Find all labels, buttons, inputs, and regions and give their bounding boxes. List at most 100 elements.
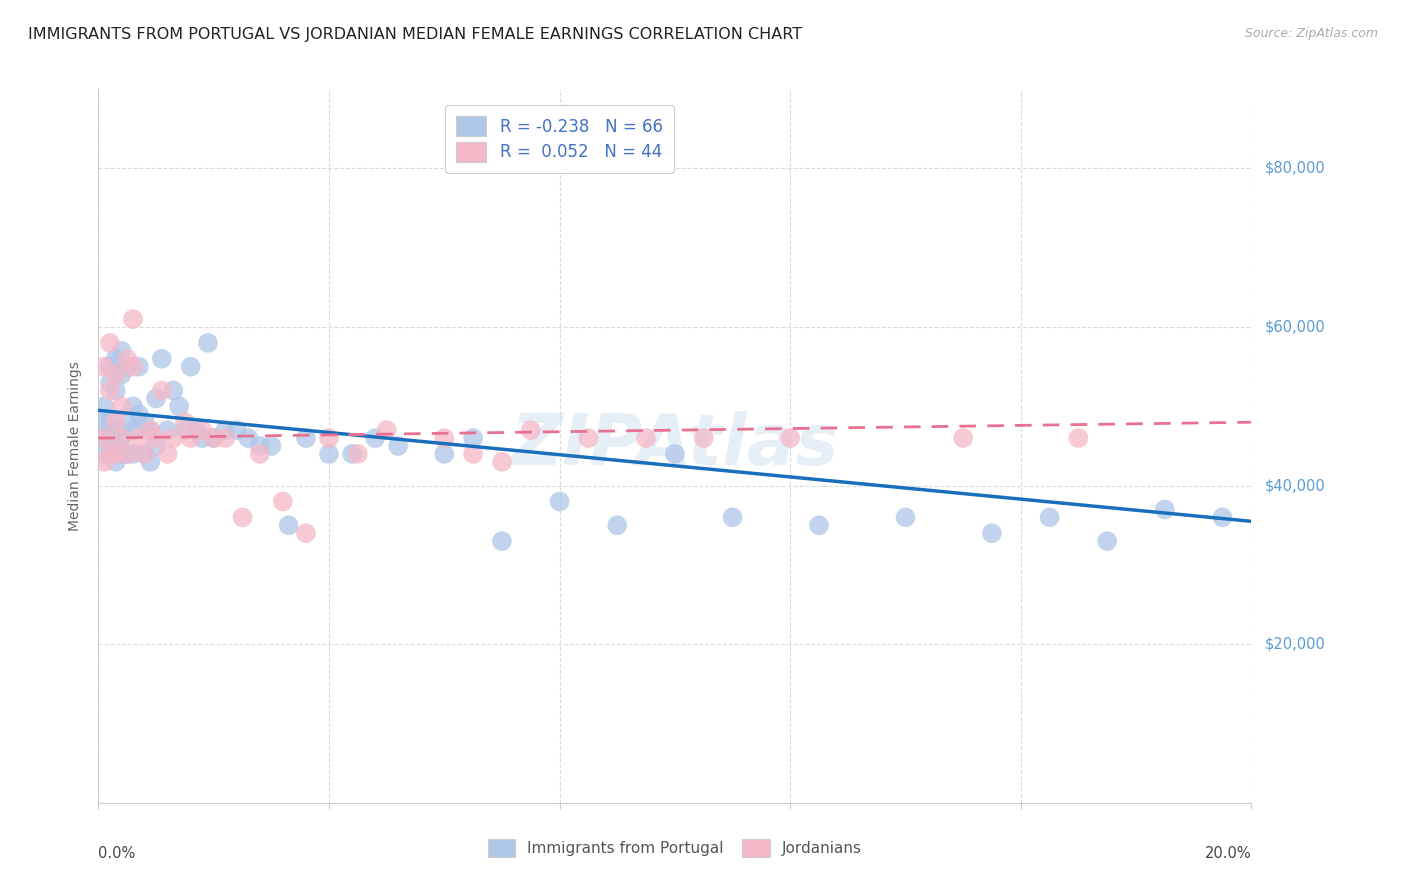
Point bbox=[93, 415, 115, 429]
Point bbox=[197, 335, 219, 350]
Point bbox=[93, 447, 115, 461]
Point bbox=[117, 359, 138, 374]
Y-axis label: Median Female Earnings: Median Female Earnings bbox=[69, 361, 83, 531]
Point bbox=[110, 431, 132, 445]
Point bbox=[346, 447, 368, 461]
Point bbox=[318, 431, 340, 445]
Point bbox=[202, 431, 225, 445]
Point bbox=[214, 423, 236, 437]
Point bbox=[1067, 431, 1090, 445]
Point bbox=[461, 431, 484, 445]
Point bbox=[162, 384, 184, 398]
Point bbox=[150, 384, 173, 398]
Point bbox=[98, 447, 121, 461]
Point bbox=[186, 423, 208, 437]
Text: $40,000: $40,000 bbox=[1265, 478, 1326, 493]
Point bbox=[952, 431, 974, 445]
Point bbox=[104, 415, 127, 429]
Point bbox=[1097, 534, 1119, 549]
Point bbox=[318, 447, 340, 461]
Point bbox=[98, 359, 121, 374]
Text: $80,000: $80,000 bbox=[1265, 161, 1326, 176]
Point bbox=[117, 415, 138, 429]
Point bbox=[779, 431, 801, 445]
Point bbox=[894, 510, 917, 524]
Point bbox=[225, 423, 247, 437]
Point bbox=[134, 447, 156, 461]
Point bbox=[117, 351, 138, 366]
Point bbox=[122, 447, 145, 461]
Point bbox=[180, 431, 202, 445]
Point bbox=[134, 447, 156, 461]
Point bbox=[174, 423, 197, 437]
Point bbox=[721, 510, 744, 524]
Point bbox=[93, 431, 115, 445]
Point bbox=[128, 359, 150, 374]
Text: IMMIGRANTS FROM PORTUGAL VS JORDANIAN MEDIAN FEMALE EARNINGS CORRELATION CHART: IMMIGRANTS FROM PORTUGAL VS JORDANIAN ME… bbox=[28, 27, 803, 42]
Point bbox=[202, 431, 225, 445]
Point bbox=[191, 431, 214, 445]
Point bbox=[122, 359, 145, 374]
Point bbox=[174, 415, 197, 429]
Point bbox=[98, 439, 121, 453]
Point bbox=[110, 400, 132, 414]
Point bbox=[117, 447, 138, 461]
Point bbox=[98, 335, 121, 350]
Point bbox=[375, 423, 398, 437]
Text: $20,000: $20,000 bbox=[1265, 637, 1326, 652]
Point bbox=[110, 447, 132, 461]
Point bbox=[139, 423, 162, 437]
Point bbox=[110, 431, 132, 445]
Point bbox=[98, 415, 121, 429]
Point bbox=[433, 431, 456, 445]
Point bbox=[295, 431, 318, 445]
Point bbox=[93, 400, 115, 414]
Point bbox=[364, 431, 387, 445]
Point bbox=[110, 368, 132, 382]
Point bbox=[139, 423, 162, 437]
Point bbox=[548, 494, 571, 508]
Text: ZIPAtlas: ZIPAtlas bbox=[510, 411, 839, 481]
Text: 0.0%: 0.0% bbox=[98, 846, 135, 861]
Point bbox=[145, 392, 167, 406]
Point bbox=[104, 455, 127, 469]
Point bbox=[387, 439, 409, 453]
Point bbox=[693, 431, 716, 445]
Point bbox=[636, 431, 658, 445]
Point bbox=[167, 400, 190, 414]
Point bbox=[104, 423, 127, 437]
Point bbox=[807, 518, 830, 533]
Point bbox=[1153, 502, 1175, 516]
Point bbox=[981, 526, 1004, 541]
Point bbox=[1212, 510, 1234, 524]
Point bbox=[104, 368, 127, 382]
Point bbox=[139, 455, 162, 469]
Point bbox=[231, 510, 254, 524]
Point bbox=[145, 431, 167, 445]
Text: $60,000: $60,000 bbox=[1265, 319, 1326, 334]
Point bbox=[295, 526, 318, 541]
Point bbox=[128, 431, 150, 445]
Point bbox=[664, 447, 686, 461]
Point bbox=[156, 423, 179, 437]
Point bbox=[606, 518, 628, 533]
Point bbox=[122, 423, 145, 437]
Point bbox=[134, 415, 156, 429]
Point bbox=[249, 439, 271, 453]
Point bbox=[93, 455, 115, 469]
Point bbox=[578, 431, 600, 445]
Point bbox=[93, 359, 115, 374]
Point bbox=[520, 423, 543, 437]
Legend: Immigrants from Portugal, Jordanians: Immigrants from Portugal, Jordanians bbox=[482, 833, 868, 863]
Point bbox=[122, 400, 145, 414]
Point bbox=[110, 343, 132, 358]
Point bbox=[117, 447, 138, 461]
Point bbox=[238, 431, 260, 445]
Point bbox=[128, 407, 150, 421]
Point bbox=[461, 447, 484, 461]
Text: 20.0%: 20.0% bbox=[1205, 846, 1251, 861]
Point bbox=[104, 447, 127, 461]
Point bbox=[180, 359, 202, 374]
Point bbox=[1038, 510, 1062, 524]
Point bbox=[191, 423, 214, 437]
